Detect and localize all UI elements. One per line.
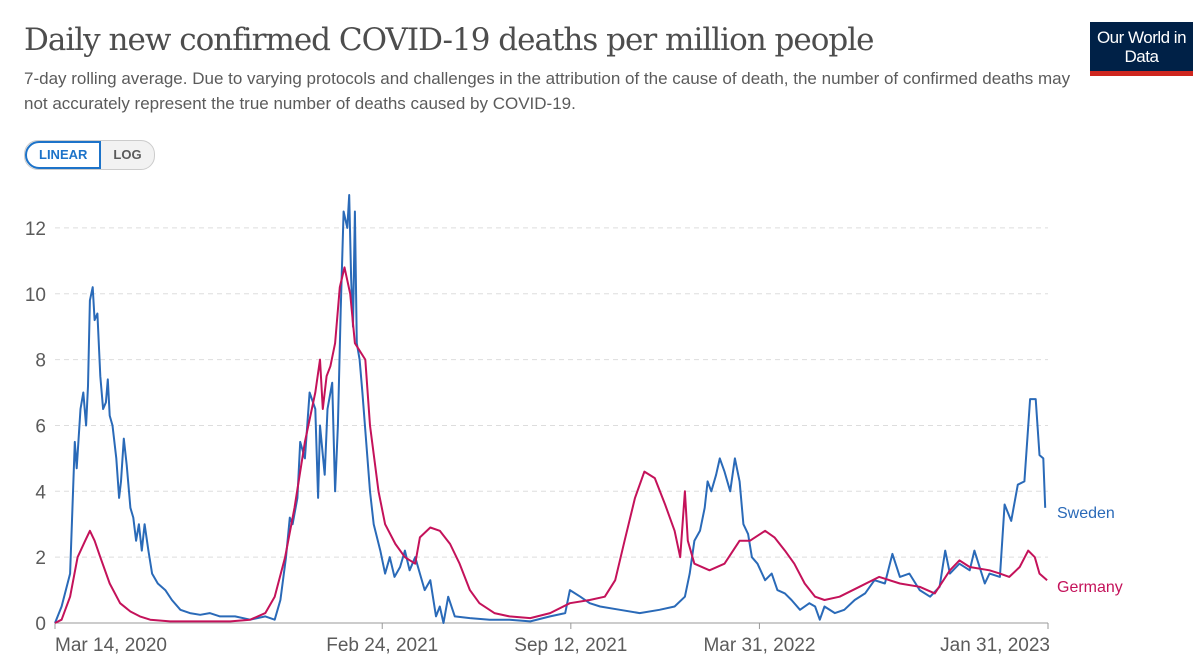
chart-title: Daily new confirmed COVID-19 deaths per … [24,22,875,58]
linear-button[interactable]: LINEAR [25,141,102,169]
y-tick-label: 4 [35,482,46,503]
owid-logo[interactable]: Our World in Data [1090,22,1193,76]
series-label-sweden: Sweden [1057,505,1115,522]
x-tick-label: Jan 31, 2023 [940,635,1050,656]
series-line-sweden [54,194,1047,624]
series-label-germany: Germany [1057,579,1123,596]
x-tick-label: Mar 14, 2020 [55,635,167,656]
y-tick-label: 8 [35,351,46,372]
log-button[interactable]: LOG [113,147,142,162]
y-tick-label: 2 [35,548,46,569]
x-tick-label: Feb 24, 2021 [326,635,438,656]
series-line-germany [54,266,1048,624]
y-tick-label: 12 [25,219,46,240]
scale-toggle: LINEAR LOG [24,140,155,170]
chart-subtitle: 7-day rolling average. Due to varying pr… [24,69,1071,113]
y-tick-label: 6 [35,416,46,437]
y-tick-label: 0 [35,614,46,635]
x-tick-label: Mar 31, 2022 [703,635,815,656]
y-tick-label: 10 [25,285,46,306]
x-tick-label: Sep 12, 2021 [514,635,627,656]
